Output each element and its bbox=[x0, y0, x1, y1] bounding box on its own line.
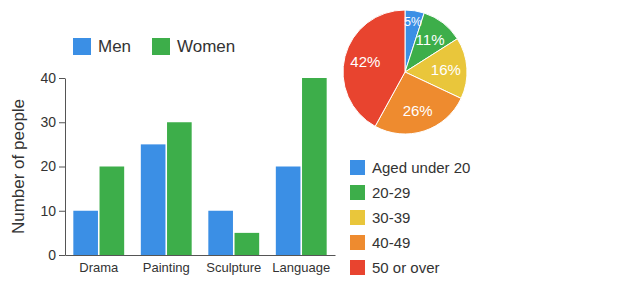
tick: Sculpture bbox=[206, 255, 261, 275]
axis-line bbox=[66, 255, 336, 256]
tick: 30 bbox=[40, 114, 65, 130]
tick-label: 20 bbox=[40, 158, 56, 174]
data-label: 11% bbox=[416, 31, 445, 48]
legend-swatch bbox=[350, 260, 365, 275]
tick-mark bbox=[59, 255, 65, 256]
tick-mark bbox=[59, 167, 65, 168]
axis-line bbox=[65, 79, 66, 256]
tick: Language bbox=[272, 255, 330, 275]
tick: 20 bbox=[40, 158, 65, 174]
slice bbox=[343, 10, 405, 126]
tick-label: 40 bbox=[40, 70, 56, 86]
x-axis: Drama Painting Sculpture Language bbox=[66, 255, 336, 275]
data-label: 5% bbox=[404, 15, 422, 29]
data-labels: 5% 11% 16% 26% 42% bbox=[350, 15, 461, 120]
legend: Aged under 20 20-29 30-39 40-49 50 or over bbox=[350, 159, 470, 276]
legend-label: Aged under 20 bbox=[372, 159, 470, 176]
data-label: 42% bbox=[350, 53, 380, 70]
bar bbox=[141, 144, 166, 255]
legend-swatch bbox=[350, 185, 365, 200]
legend: Men Women bbox=[73, 37, 235, 56]
legend-swatch bbox=[152, 38, 170, 55]
legend-swatch bbox=[350, 160, 365, 175]
y-axis: 0 10 20 30 40 bbox=[40, 70, 65, 263]
legend-label: 50 or over bbox=[372, 259, 440, 276]
legend-label: Women bbox=[177, 37, 235, 56]
tick-label: Sculpture bbox=[206, 260, 261, 275]
bar bbox=[276, 167, 301, 256]
tick: 40 bbox=[40, 70, 65, 86]
tick-label: 10 bbox=[40, 203, 56, 219]
tick-mark bbox=[59, 211, 65, 212]
tick-label: 30 bbox=[40, 114, 56, 130]
bar bbox=[100, 167, 125, 256]
data-label: 16% bbox=[431, 61, 461, 78]
data-label: 26% bbox=[403, 102, 433, 119]
chart-canvas: 0 10 20 30 40 Drama Painting Sculpture Language N… bbox=[0, 0, 622, 303]
tick-label: Drama bbox=[79, 260, 119, 275]
bars bbox=[73, 78, 326, 255]
legend-swatch bbox=[73, 38, 91, 55]
axis-title: Number of people bbox=[9, 99, 28, 234]
legend-label: Men bbox=[98, 37, 131, 56]
bar bbox=[73, 211, 98, 255]
tick-label: Language bbox=[272, 260, 330, 275]
tick: Drama bbox=[79, 255, 119, 275]
tick-label: 0 bbox=[48, 247, 56, 263]
tick: 10 bbox=[40, 203, 65, 219]
bar bbox=[235, 233, 260, 255]
tick-mark bbox=[59, 122, 65, 123]
tick: 0 bbox=[48, 247, 65, 263]
tick-label: Painting bbox=[143, 260, 190, 275]
legend-label: 30-39 bbox=[372, 209, 410, 226]
bar bbox=[167, 122, 192, 255]
bar bbox=[208, 211, 233, 255]
pie-chart: 5% 11% 16% 26% 42% Aged under 20 20-29 30-39 40-… bbox=[343, 10, 470, 276]
slices bbox=[343, 10, 467, 134]
bar bbox=[302, 78, 327, 255]
legend-label: 20-29 bbox=[372, 184, 410, 201]
tick: Painting bbox=[143, 255, 190, 275]
tick-mark bbox=[59, 78, 65, 79]
bar-chart: 0 10 20 30 40 Drama Painting Sculpture Language N… bbox=[9, 37, 336, 275]
legend-label: 40-49 bbox=[372, 234, 410, 251]
legend-swatch bbox=[350, 210, 365, 225]
legend-swatch bbox=[350, 235, 365, 250]
